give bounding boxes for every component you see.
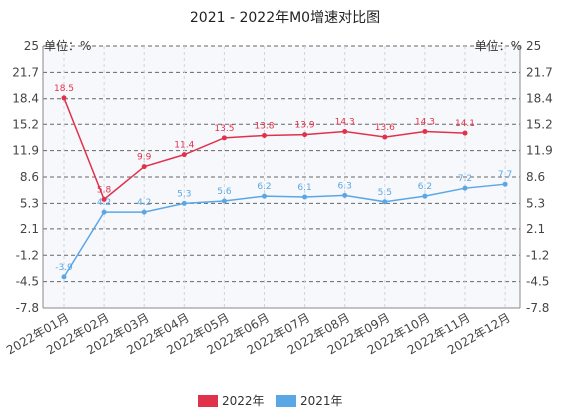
data-point[interactable]	[462, 130, 468, 136]
y-tick-label-left: 21.7	[12, 65, 39, 79]
chart-title: 2021 - 2022年M0增速对比图	[190, 10, 380, 26]
data-label: 5.5	[378, 188, 392, 198]
legend-item-2022[interactable]: 2022年	[198, 394, 265, 408]
data-label: 4.2	[97, 198, 111, 208]
y-tick-label-left: -1.2	[16, 248, 39, 262]
grid-lines	[42, 45, 521, 309]
y-tick-label-right: 8.6	[526, 170, 545, 184]
data-point[interactable]	[302, 194, 308, 200]
data-point[interactable]	[342, 128, 348, 134]
x-ticks: 2022年01月2022年02月2022年03月2022年04月2022年05月…	[4, 310, 513, 357]
series-2021: -3.9 4.2 4.2 5.3 5.6 6.2 6.1 6.3 5.5 6.2 7.2 7.7	[55, 170, 512, 280]
y-tick-label-right: -4.5	[526, 275, 549, 289]
data-point[interactable]	[221, 135, 227, 141]
data-point[interactable]	[61, 95, 67, 101]
y-tick-label-left: 11.9	[12, 144, 39, 158]
data-point[interactable]	[382, 134, 388, 140]
data-label: 13.6	[375, 123, 395, 133]
y-ticks: 25 25 21.7 21.7 18.4 18.4 15.2 15.2 11.9 11.9 8.6 8…	[12, 39, 552, 315]
data-label: 13.5	[214, 124, 234, 134]
data-point[interactable]	[422, 193, 428, 199]
data-point[interactable]	[181, 152, 187, 158]
data-point[interactable]	[342, 192, 348, 198]
data-label: 13.9	[295, 121, 315, 131]
series-line	[63, 183, 506, 278]
data-point[interactable]	[262, 193, 267, 199]
data-label: 7.2	[458, 174, 472, 184]
legend-swatch	[276, 395, 296, 407]
legend-label: 2022年	[222, 394, 265, 408]
y-tick-label-left: -7.8	[16, 301, 39, 315]
y-tick-label-left: 8.6	[20, 170, 39, 184]
y-tick-label-right: 21.7	[526, 65, 553, 79]
data-point[interactable]	[221, 198, 227, 204]
y-tick-label-right: 25	[526, 39, 541, 53]
data-point[interactable]	[422, 128, 428, 134]
y-tick-label-left: 15.2	[12, 117, 39, 131]
y-tick-label-left: 25	[24, 39, 39, 53]
data-point[interactable]	[181, 200, 187, 206]
data-label: 5.8	[97, 185, 112, 195]
data-label: 13.8	[254, 121, 274, 131]
data-point[interactable]	[502, 181, 508, 187]
legend[interactable]: 2022年 2021年	[198, 394, 343, 408]
data-point[interactable]	[101, 209, 107, 215]
series-2022: 18.5 5.8 9.9 11.4 13.5 13.8 13.9 14.3 13.6 14.3 14…	[54, 84, 475, 202]
y-tick-label-left: 5.3	[20, 196, 39, 210]
y-tick-label-right: 15.2	[526, 117, 553, 131]
data-label: 6.3	[338, 181, 352, 191]
legend-label: 2021年	[300, 394, 343, 408]
data-label: 6.1	[297, 183, 311, 193]
legend-swatch	[198, 395, 218, 407]
y-tick-label-right: 11.9	[526, 144, 553, 158]
series-group: 18.5 5.8 9.9 11.4 13.5 13.8 13.9 14.3 13.6 14.3 14…	[54, 84, 512, 280]
y-tick-label-right: 2.1	[526, 222, 545, 236]
data-label: 6.2	[418, 182, 432, 192]
data-point[interactable]	[302, 132, 308, 138]
data-label: 14.3	[415, 117, 435, 127]
data-label: 7.7	[498, 170, 512, 180]
data-point[interactable]	[61, 274, 67, 280]
data-point[interactable]	[462, 185, 468, 191]
y-tick-label-right: 18.4	[526, 92, 553, 106]
data-label: -3.9	[55, 263, 73, 273]
data-point[interactable]	[141, 209, 147, 215]
y-tick-label-left: 18.4	[12, 92, 39, 106]
y-tick-label-left: 2.1	[20, 222, 39, 236]
y-tick-label-right: -7.8	[526, 301, 549, 315]
data-point[interactable]	[262, 132, 267, 138]
data-label: 6.2	[257, 182, 271, 192]
data-label: 9.9	[137, 153, 152, 163]
data-label: 18.5	[54, 84, 74, 94]
data-point[interactable]	[101, 196, 107, 202]
legend-item-2021[interactable]: 2021年	[276, 394, 343, 408]
data-label: 5.3	[177, 189, 191, 199]
data-label: 14.1	[455, 119, 475, 129]
y-tick-label-right: 5.3	[526, 196, 545, 210]
data-label: 4.2	[137, 198, 151, 208]
data-point[interactable]	[141, 164, 147, 170]
y-tick-label-right: -1.2	[526, 248, 549, 262]
data-label: 5.6	[217, 187, 232, 197]
data-label: 11.4	[174, 141, 194, 151]
y-tick-label-left: -4.5	[16, 275, 39, 289]
data-label: 14.3	[335, 117, 355, 127]
data-point[interactable]	[382, 199, 388, 205]
